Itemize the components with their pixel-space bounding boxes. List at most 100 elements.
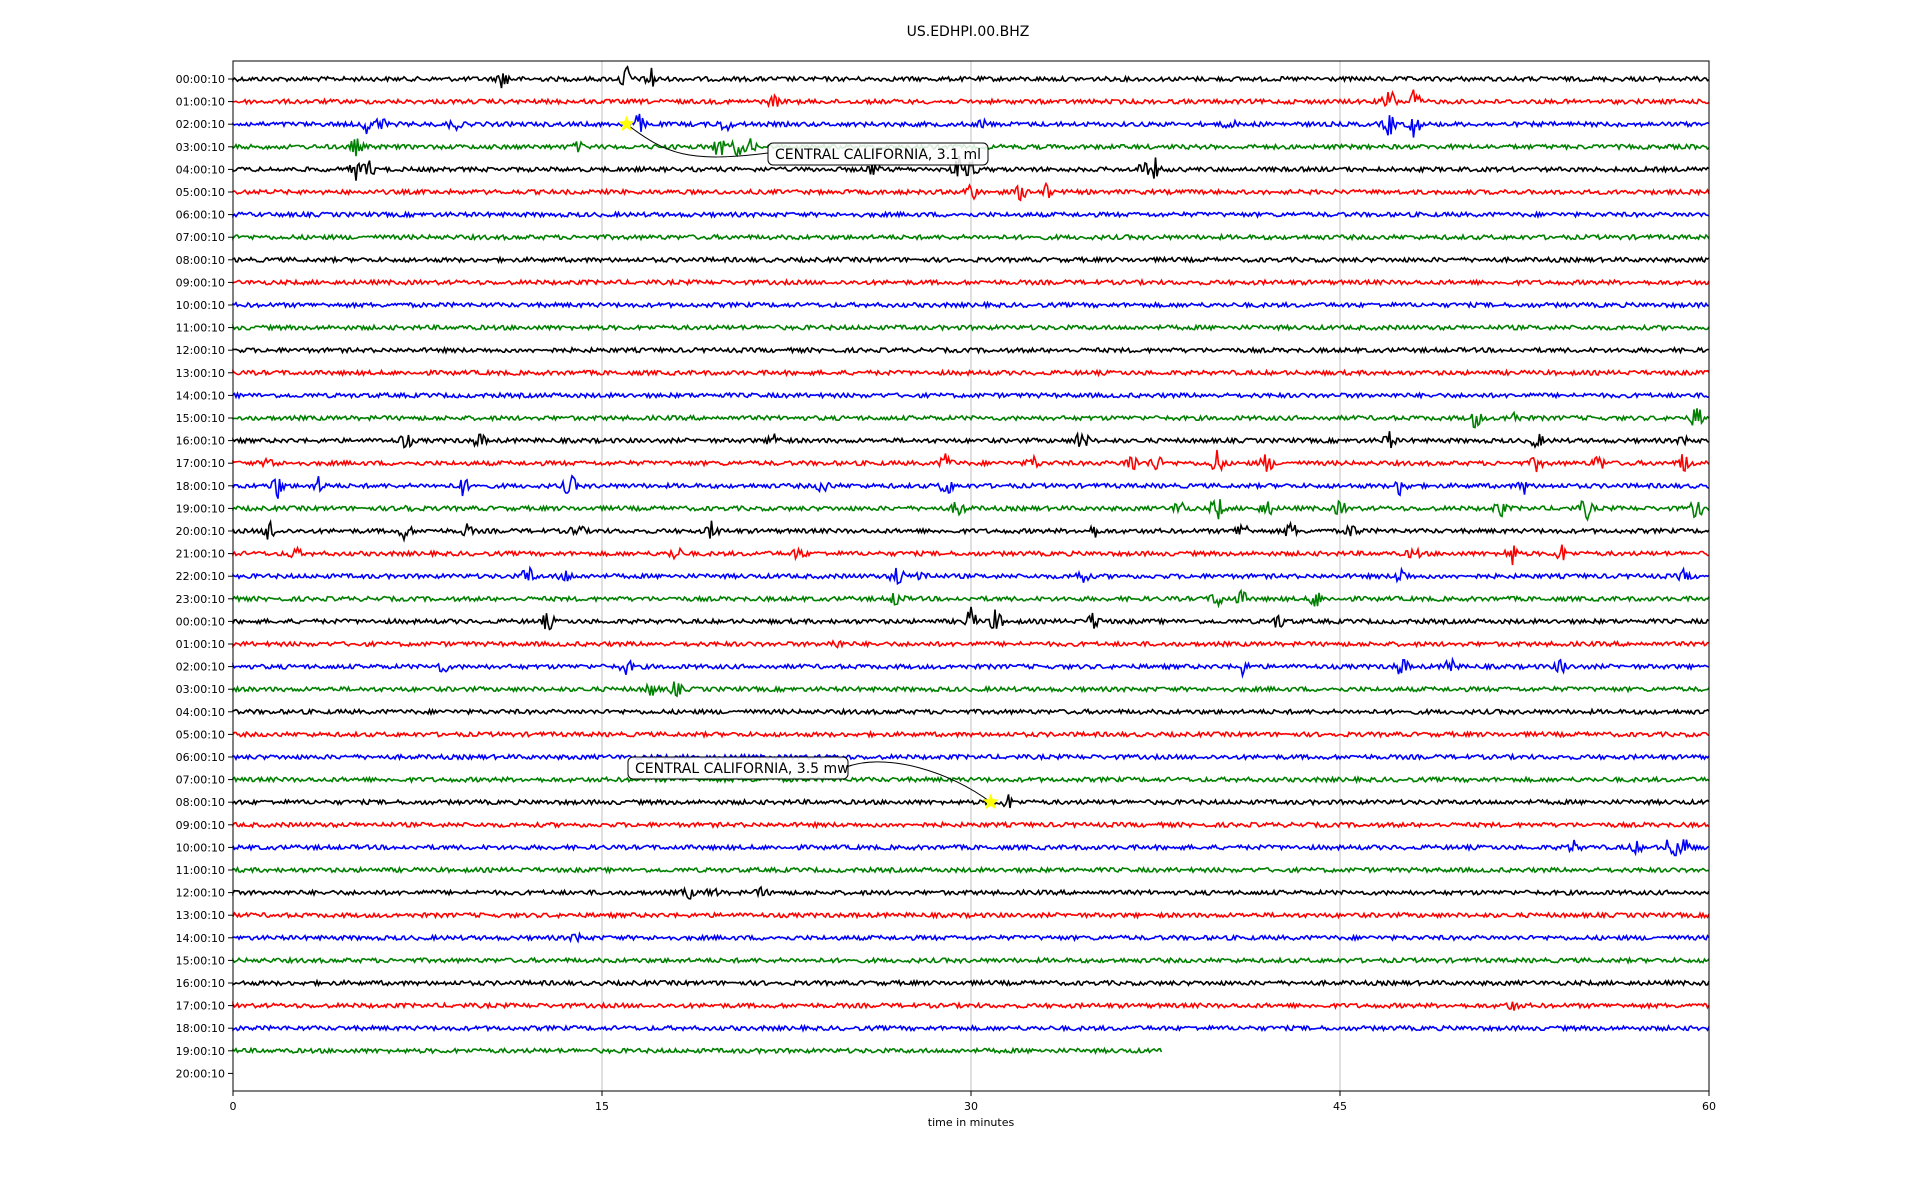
annotation-arrow (845, 761, 991, 803)
hour-row-label: 16:00:10 (176, 977, 225, 990)
seismic-trace (232, 978, 1710, 988)
hour-row-label: 05:00:10 (176, 186, 225, 199)
seismic-trace (232, 345, 1710, 355)
hour-row-label: 17:00:10 (176, 457, 225, 470)
hour-row-label: 10:00:10 (176, 841, 225, 854)
hour-row-label: 20:00:10 (176, 525, 225, 538)
seismic-trace (232, 729, 1710, 739)
hour-row-label: 14:00:10 (176, 389, 225, 402)
hour-row-label: 22:00:10 (176, 570, 225, 583)
seismic-trace (232, 910, 1710, 920)
hour-row-label: 07:00:10 (176, 231, 225, 244)
hour-row-label: 23:00:10 (176, 593, 225, 606)
seismic-trace (232, 794, 1710, 809)
seismic-trace (232, 955, 1710, 965)
seismic-trace (232, 885, 1710, 900)
hour-row-label: 11:00:10 (176, 322, 225, 335)
x-tick-label: 60 (1702, 1100, 1716, 1113)
annotation-box (767, 142, 989, 166)
hour-row-label: 07:00:10 (176, 774, 225, 787)
seismic-trace (232, 408, 1710, 429)
hour-row-label: 20:00:10 (176, 1067, 225, 1080)
seismic-trace (232, 865, 1710, 875)
hour-row-label: 19:00:10 (176, 502, 225, 515)
x-axis-ticks: 0 15 30 45 60 (230, 1091, 1716, 1113)
seismic-trace (232, 431, 1710, 449)
hour-row-label: 00:00:10 (176, 73, 225, 86)
hour-row-label: 12:00:10 (176, 887, 225, 900)
x-tick-label: 45 (1333, 1100, 1347, 1113)
seismic-trace (232, 565, 1710, 586)
seismic-trace (232, 368, 1710, 378)
hour-row-label: 00:00:10 (176, 615, 225, 628)
seismic-trace (232, 323, 1710, 332)
hour-row-label: 18:00:10 (176, 480, 225, 493)
seismic-trace (232, 210, 1710, 219)
hour-row-label: 16:00:10 (176, 435, 225, 448)
x-tick-label: 15 (595, 1100, 609, 1113)
hour-row-label: 13:00:10 (176, 367, 225, 380)
seismic-trace (232, 181, 1710, 202)
hour-row-label: 04:00:10 (176, 163, 225, 176)
annotation-label: CENTRAL CALIFORNIA, 3.1 ml (775, 147, 981, 163)
seismic-trace (232, 656, 1710, 679)
hour-row-label: 09:00:10 (176, 819, 225, 832)
x-axis-label: time in minutes (928, 1116, 1015, 1129)
seismic-trace (232, 639, 1709, 649)
hour-row-label: 11:00:10 (176, 864, 225, 877)
hour-row-label: 14:00:10 (176, 932, 225, 945)
hour-row-label: 01:00:10 (176, 96, 225, 109)
hour-row-label: 17:00:10 (176, 1000, 225, 1013)
hour-row-label: 08:00:10 (176, 254, 225, 267)
hour-row-label: 06:00:10 (176, 751, 225, 764)
hour-row-label: 03:00:10 (176, 683, 225, 696)
hour-row-label: 19:00:10 (176, 1045, 225, 1058)
seismic-trace (232, 65, 1710, 89)
seismic-trace (232, 1023, 1710, 1033)
hour-row-label: 02:00:10 (176, 118, 225, 131)
seismic-trace (232, 931, 1710, 944)
seismic-trace (232, 588, 1710, 609)
hour-row-label: 04:00:10 (176, 706, 225, 719)
seismic-trace (232, 752, 1710, 762)
hour-row-label: 18:00:10 (176, 1022, 225, 1035)
seismic-trace (232, 839, 1710, 857)
seismic-trace (232, 391, 1710, 400)
hour-row-label: 02:00:10 (176, 661, 225, 674)
seismic-trace (232, 1001, 1710, 1011)
chart-title: US.EDHPI.00.BHZ (907, 24, 1030, 40)
hour-row-labels: 00:00:10 01:00:10 02:00:10 03:00:10 04:00:10… (176, 73, 233, 1080)
hour-row-label: 09:00:10 (176, 276, 225, 289)
seismic-trace (232, 707, 1710, 717)
seismic-trace (232, 544, 1710, 566)
hour-row-label: 06:00:10 (176, 209, 225, 222)
hour-row-label: 05:00:10 (176, 728, 225, 741)
event-annotations: CENTRAL CALIFORNIA, 3.1 ml CENTRAL CALIFO… (618, 115, 999, 810)
hour-row-label: 21:00:10 (176, 548, 225, 561)
seismic-trace (232, 606, 1710, 631)
seismic-trace (232, 255, 1710, 265)
seismic-trace (232, 449, 1710, 473)
x-tick-label: 0 (230, 1100, 237, 1113)
seismic-trace (232, 498, 1710, 522)
seismic-trace (232, 820, 1710, 830)
seismic-trace (232, 681, 1710, 698)
seismic-trace (232, 518, 1710, 543)
seismic-trace (232, 1046, 1163, 1056)
seismic-trace (232, 474, 1710, 499)
seismic-trace (232, 232, 1710, 242)
seismic-trace (232, 113, 1710, 138)
event-star-marker (982, 793, 999, 810)
seismic-traces (232, 65, 1710, 1056)
annotation-box (627, 756, 849, 780)
hour-row-label: 15:00:10 (176, 412, 225, 425)
hour-row-label: 12:00:10 (176, 344, 225, 357)
annotation-label: CENTRAL CALIFORNIA, 3.5 mw (635, 761, 849, 777)
annotation-arrow (626, 123, 769, 158)
seismic-trace (232, 775, 1710, 785)
hour-row-label: 10:00:10 (176, 299, 225, 312)
seismic-trace (232, 277, 1710, 287)
hour-row-label: 08:00:10 (176, 796, 225, 809)
seismic-trace (232, 300, 1710, 310)
